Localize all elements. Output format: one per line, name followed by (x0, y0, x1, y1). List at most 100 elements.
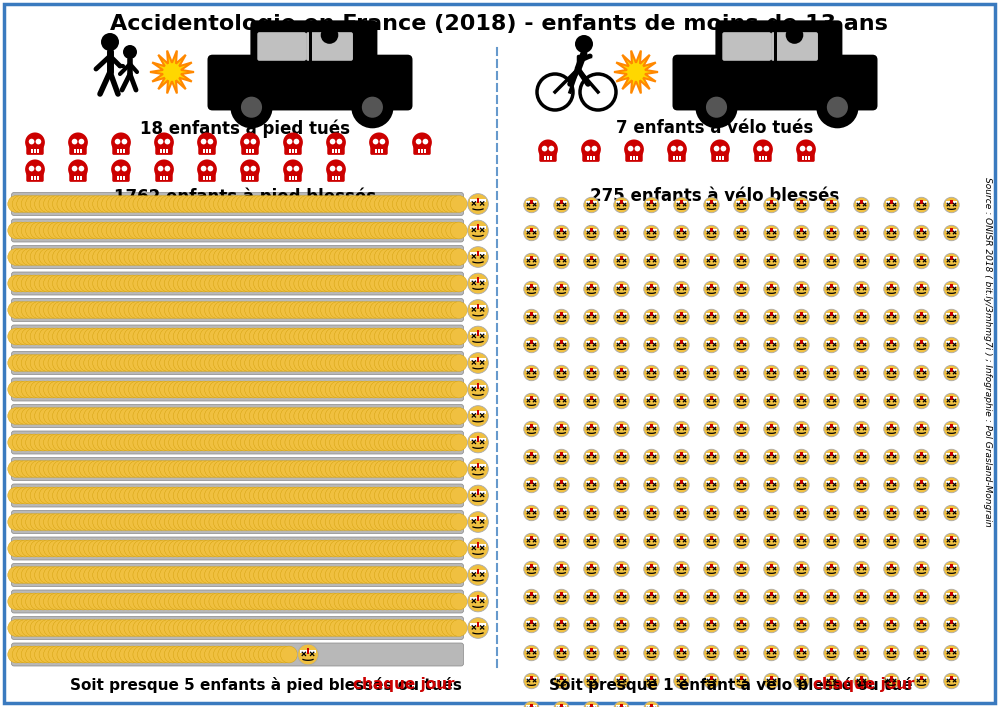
Bar (860, 228, 862, 233)
Circle shape (97, 302, 114, 318)
Circle shape (370, 196, 387, 213)
Circle shape (17, 619, 34, 636)
Circle shape (272, 328, 289, 345)
Circle shape (35, 354, 52, 371)
Bar (830, 200, 832, 204)
Circle shape (415, 275, 432, 292)
Circle shape (384, 513, 401, 530)
Bar (946, 649, 957, 652)
Circle shape (146, 249, 163, 265)
Circle shape (93, 593, 110, 610)
FancyBboxPatch shape (12, 431, 464, 454)
Circle shape (290, 328, 307, 345)
Circle shape (437, 593, 454, 610)
Circle shape (75, 646, 92, 663)
Circle shape (312, 593, 329, 610)
Circle shape (523, 561, 539, 577)
Circle shape (884, 337, 899, 353)
Bar (650, 452, 652, 457)
Circle shape (39, 513, 56, 530)
Circle shape (75, 302, 92, 318)
Bar (645, 621, 657, 624)
Circle shape (285, 328, 302, 345)
Circle shape (370, 593, 387, 610)
Bar (770, 537, 772, 540)
Circle shape (944, 309, 959, 325)
Bar (675, 286, 687, 288)
Circle shape (169, 646, 186, 663)
Bar (560, 257, 562, 260)
Circle shape (205, 593, 222, 610)
Circle shape (428, 434, 445, 451)
Circle shape (384, 328, 401, 345)
Circle shape (21, 222, 38, 239)
Circle shape (106, 222, 123, 239)
Bar (765, 509, 777, 512)
Bar (740, 620, 742, 624)
Circle shape (410, 196, 427, 213)
Bar (770, 677, 772, 680)
Circle shape (120, 249, 137, 265)
Circle shape (106, 275, 123, 292)
Circle shape (330, 222, 347, 239)
Circle shape (223, 566, 239, 583)
Bar (710, 564, 712, 568)
Circle shape (442, 566, 459, 583)
Circle shape (240, 132, 260, 152)
Circle shape (146, 381, 163, 398)
Bar (525, 481, 537, 484)
Circle shape (884, 421, 899, 437)
Bar (765, 677, 777, 679)
Circle shape (160, 302, 177, 318)
Circle shape (79, 646, 96, 663)
Circle shape (187, 275, 204, 292)
Circle shape (97, 354, 114, 371)
Bar (890, 200, 892, 204)
Circle shape (406, 407, 423, 424)
Bar (916, 621, 927, 624)
Circle shape (187, 302, 204, 318)
Circle shape (75, 249, 92, 265)
Circle shape (442, 222, 459, 239)
Bar (17, 624, 458, 631)
Circle shape (61, 460, 78, 477)
Circle shape (218, 619, 235, 636)
Circle shape (944, 673, 959, 689)
Circle shape (61, 487, 78, 504)
Circle shape (613, 506, 629, 521)
Circle shape (263, 354, 280, 371)
Bar (471, 623, 486, 626)
Circle shape (151, 513, 168, 530)
Bar (735, 397, 747, 399)
Bar (530, 284, 532, 288)
Circle shape (643, 421, 659, 437)
Circle shape (35, 302, 52, 318)
Circle shape (294, 619, 311, 636)
Circle shape (299, 460, 316, 477)
Circle shape (236, 434, 253, 451)
Circle shape (53, 328, 69, 345)
Circle shape (339, 249, 356, 265)
Circle shape (249, 328, 266, 345)
Circle shape (169, 487, 186, 504)
Circle shape (232, 513, 248, 530)
Circle shape (120, 566, 137, 583)
Circle shape (285, 593, 302, 610)
Circle shape (281, 196, 298, 213)
Circle shape (223, 487, 239, 504)
Circle shape (446, 619, 463, 636)
Circle shape (53, 249, 69, 265)
Bar (74, 148, 76, 153)
Circle shape (232, 487, 248, 504)
Circle shape (370, 619, 387, 636)
Circle shape (308, 593, 325, 610)
Bar (546, 156, 549, 160)
Circle shape (66, 407, 83, 424)
FancyBboxPatch shape (12, 192, 464, 216)
Circle shape (308, 513, 325, 530)
Bar (17, 227, 458, 234)
FancyBboxPatch shape (12, 219, 464, 242)
Circle shape (733, 477, 749, 493)
Circle shape (393, 593, 410, 610)
Circle shape (178, 196, 195, 213)
